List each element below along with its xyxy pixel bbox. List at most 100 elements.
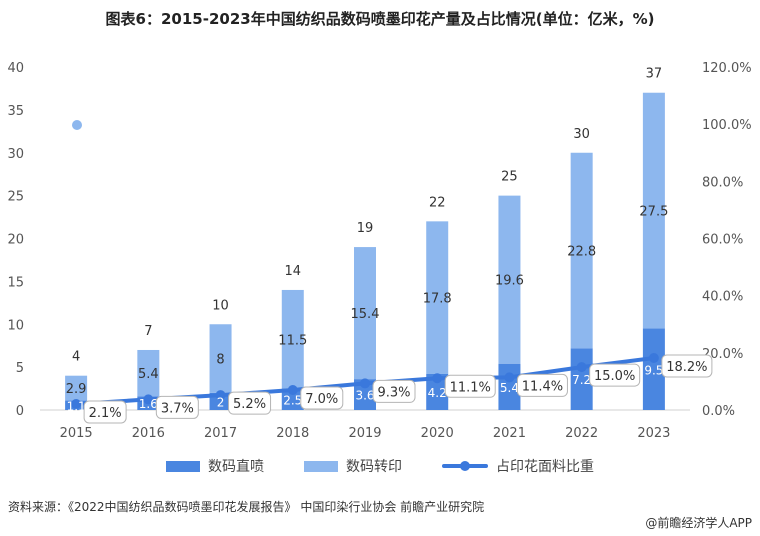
data-label-direct: 3.6: [355, 389, 374, 403]
legend-swatch-direct: [166, 460, 200, 472]
data-label-direct: 5.4: [500, 381, 519, 395]
data-label-total: 25: [501, 170, 518, 185]
share-label-box: [300, 386, 344, 410]
x-tick-label: 2016: [132, 426, 165, 441]
data-label-transfer: 22.8: [567, 245, 596, 260]
share-label: 5.2%: [233, 397, 266, 412]
share-label: 2.1%: [89, 406, 122, 421]
share-label-box: [155, 395, 199, 419]
bar-transfer: [354, 247, 376, 380]
bar-transfer: [281, 289, 304, 389]
stray-marker: [72, 120, 82, 130]
share-label: 9.3%: [377, 385, 410, 400]
y-right-tick-label: 20.0%: [702, 347, 743, 362]
bar-direct: [281, 388, 304, 410]
data-label-total: 19: [357, 221, 374, 236]
data-label-total: 37: [646, 67, 663, 82]
y-right-tick-label: 80.0%: [702, 175, 743, 190]
share-label: 15.0%: [594, 369, 635, 384]
share-label-box: [228, 391, 272, 415]
share-point: [215, 390, 226, 401]
legend: 数码直喷 数码转印 占印花面料比重: [0, 456, 760, 476]
data-label-transfer: 27.5: [639, 205, 668, 220]
data-label-direct: 2: [217, 395, 225, 409]
share-point: [287, 384, 298, 395]
y-left-tick-label: 15: [7, 275, 24, 290]
bar-transfer: [426, 221, 449, 374]
data-label-direct: 9.5: [644, 363, 663, 377]
data-label-total: 10: [212, 298, 229, 313]
y-left-tick-label: 35: [7, 104, 24, 119]
data-label-transfer: 8: [216, 353, 224, 368]
share-label: 11.1%: [450, 380, 491, 395]
legend-label-transfer: 数码转印: [346, 459, 402, 475]
share-point: [360, 378, 370, 389]
y-right-tick-label: 100.0%: [702, 118, 752, 133]
y-left-tick-label: 30: [7, 147, 24, 162]
data-label-total: 30: [573, 127, 590, 142]
share-point: [432, 373, 443, 384]
data-label-direct: 4.2: [428, 386, 447, 400]
data-label-transfer: 2.9: [66, 382, 87, 397]
share-point: [504, 372, 515, 383]
bar-transfer: [209, 324, 232, 393]
data-label-direct: 2.5: [283, 393, 302, 407]
share-label: 11.4%: [522, 379, 563, 394]
data-label-total: 4: [72, 350, 80, 365]
share-label-box: [589, 363, 641, 387]
x-tick-label: 2015: [60, 426, 93, 441]
share-label-box: [444, 374, 496, 398]
legend-item-direct: 数码直喷: [166, 456, 264, 476]
data-label-transfer: 15.4: [351, 307, 380, 322]
share-point: [143, 394, 154, 405]
share-point: [576, 362, 587, 373]
bar-direct: [570, 348, 593, 410]
share-point: [648, 352, 659, 363]
y-left-tick-label: 10: [7, 318, 24, 333]
bar-direct: [642, 328, 665, 410]
share-label: 3.7%: [161, 401, 194, 416]
data-label-total: 22: [429, 195, 446, 210]
y-right-tick-label: 60.0%: [702, 233, 743, 248]
legend-swatch-share: [442, 460, 488, 472]
bar-transfer: [137, 349, 160, 397]
y-left-tick-label: 20: [7, 233, 24, 248]
data-label-direct: 1.6: [139, 397, 158, 411]
chart-svg: 0 5 10 15 20 25 30 35 40 0.0% 20.0% 40.0% 60.0% 80.0%…: [7, 61, 752, 441]
legend-label-share: 占印花面料比重: [496, 459, 594, 475]
share-label-box: [516, 373, 568, 397]
data-label-transfer: 17.8: [423, 292, 452, 307]
legend-item-transfer: 数码转印: [304, 456, 402, 476]
credit-note: @前瞻经济学人APP: [645, 516, 752, 530]
data-label-transfer: 5.4: [138, 367, 159, 382]
data-label-total: 7: [144, 324, 152, 339]
share-label: 7.0%: [305, 392, 338, 407]
x-tick-label: 2022: [565, 426, 598, 441]
data-label-transfer: 11.5: [278, 333, 307, 348]
x-tick-label: 2020: [421, 426, 454, 441]
bar-transfer: [498, 195, 521, 364]
legend-swatch-transfer: [304, 460, 338, 472]
y-left-tick-label: 5: [16, 361, 24, 376]
y-right-tick-label: 120.0%: [702, 61, 752, 76]
share-label-box: [661, 354, 713, 378]
share-label-box: [83, 400, 127, 424]
x-tick-label: 2021: [493, 426, 526, 441]
share-label: 18.2%: [666, 360, 707, 375]
data-label-direct: 1.1: [67, 399, 86, 413]
source-note: 资料来源：《2022中国纺织品数码喷墨印花发展报告》 中国印染行业协会 前瞻产业…: [8, 500, 485, 514]
share-label-box: [372, 379, 416, 403]
bar-transfer: [65, 375, 88, 401]
data-label-direct: 7.2: [572, 373, 591, 387]
legend-item-share: 占印花面料比重: [442, 456, 594, 476]
y-right-tick-label: 0.0%: [702, 404, 735, 419]
chart-title: 图表6：2015-2023年中国纺织品数码喷墨印花产量及占比情况(单位：亿米，%…: [105, 10, 655, 28]
bar-transfer: [642, 92, 665, 329]
share-point: [71, 398, 82, 409]
data-label-transfer: 19.6: [495, 274, 524, 289]
y-left-tick-label: 0: [16, 404, 24, 419]
y-left-tick-label: 40: [7, 61, 24, 76]
x-tick-label: 2017: [204, 426, 237, 441]
bar-transfer: [570, 152, 593, 349]
x-tick-label: 2018: [276, 426, 309, 441]
